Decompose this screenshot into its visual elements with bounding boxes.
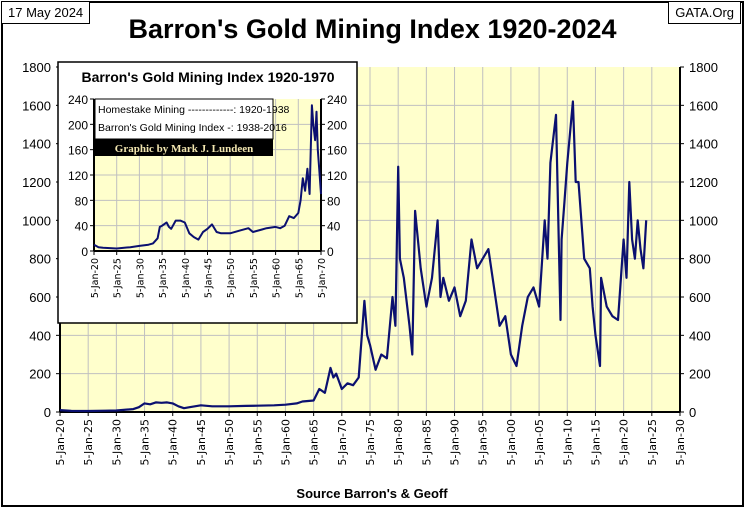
- inset-title: Barron's Gold Mining Index 1920-1970: [81, 69, 334, 85]
- main-x-tick-label: 5-Jan-30: [674, 419, 687, 466]
- main-x-tick-label: 5-Jan-30: [110, 419, 123, 466]
- site-label: GATA.Org: [668, 1, 741, 24]
- inset-x-tick-label: 5-Jan-30: [135, 258, 146, 298]
- inset-y-tick-label-left: 160: [68, 144, 88, 158]
- inset-x-tick-label: 5-Jan-40: [181, 258, 192, 298]
- main-y-tick-label-right: 800: [689, 252, 711, 267]
- main-y-tick-label-left: 200: [29, 367, 51, 382]
- inset-x-tick-label: 5-Jan-55: [249, 258, 260, 298]
- main-x-tick-label: 5-Jan-15: [589, 419, 602, 466]
- main-x-tick-label: 5-Jan-60: [279, 419, 292, 466]
- main-y-tick-label-right: 400: [689, 328, 711, 343]
- inset-x-tick-label: 5-Jan-70: [317, 258, 328, 298]
- main-index-line: [59, 100, 648, 413]
- main-x-tick-label: 5-Jan-00: [505, 419, 518, 466]
- inset-y-tick-label-left: 80: [75, 194, 89, 208]
- main-x-tick-label: 5-Jan-40: [167, 419, 180, 466]
- main-x-tick-label: 5-Jan-25: [646, 419, 659, 466]
- main-x-tick-label: 5-Jan-75: [364, 419, 377, 466]
- chart-title: Barron's Gold Mining Index 1920-2024: [128, 14, 617, 44]
- main-y-tick-label-left: 400: [29, 328, 51, 343]
- main-x-tick-label: 5-Jan-25: [82, 419, 95, 466]
- inset-y-tick-label-right: 0: [327, 245, 334, 259]
- main-y-tick-label-right: 1400: [689, 137, 718, 152]
- main-y-tick-label-right: 1600: [689, 98, 718, 113]
- main-x-tick-label: 5-Jan-55: [251, 419, 264, 466]
- main-y-tick-label-left: 1600: [22, 98, 51, 113]
- main-y-tick-label-left: 800: [29, 252, 51, 267]
- main-x-tick-label: 5-Jan-20: [618, 419, 631, 466]
- main-x-tick-label: 5-Jan-80: [392, 419, 405, 466]
- main-x-tick-label: 5-Jan-45: [195, 419, 208, 466]
- main-y-tick-label-right: 0: [689, 405, 696, 420]
- main-y-tick-label-right: 1800: [689, 60, 718, 75]
- x-axis-title: Source Barron's & Geoff: [296, 486, 448, 501]
- inset-x-tick-label: 5-Jan-25: [113, 258, 124, 298]
- main-y-tick-label-right: 1200: [689, 175, 718, 190]
- inset-y-tick-label-right: 40: [327, 220, 341, 234]
- inset-y-tick-label-left: 200: [68, 118, 88, 132]
- main-x-tick-label: 5-Jan-65: [308, 419, 321, 466]
- inset-x-tick-label: 5-Jan-65: [294, 258, 305, 298]
- inset-x-tick-label: 5-Jan-20: [90, 258, 101, 298]
- inset-credit-banner: [95, 139, 273, 156]
- inset-y-tick-label-left: 120: [68, 169, 88, 183]
- inset-index-line: [93, 104, 322, 250]
- main-y-tick-label-left: 1000: [22, 213, 51, 228]
- main-y-tick-label-right: 600: [689, 290, 711, 305]
- inset-x-tick-label: 5-Jan-60: [272, 258, 283, 298]
- main-x-tick-label: 5-Jan-10: [561, 419, 574, 466]
- main-x-tick-label: 5-Jan-20: [54, 419, 67, 466]
- main-y-tick-label-left: 600: [29, 290, 51, 305]
- main-y-tick-label-left: 0: [44, 405, 51, 420]
- inset-y-tick-label-left: 240: [68, 93, 88, 107]
- inset-y-tick-label-left: 40: [75, 220, 89, 234]
- inset-y-tick-label-right: 200: [327, 118, 347, 132]
- main-y-tick-label-left: 1400: [22, 137, 51, 152]
- inset-y-tick-label-right: 160: [327, 144, 347, 158]
- inset-credit: Graphic by Mark J. Lundeen: [115, 143, 253, 155]
- inset-x-tick-label: 5-Jan-50: [226, 258, 237, 298]
- inset-y-tick-label-left: 0: [81, 245, 88, 259]
- main-x-tick-label: 5-Jan-95: [477, 419, 490, 466]
- main-y-tick-label-right: 1000: [689, 213, 718, 228]
- main-x-tick-label: 5-Jan-35: [139, 419, 152, 466]
- main-x-tick-label: 5-Jan-70: [336, 419, 349, 466]
- main-x-tick-label: 5-Jan-90: [449, 419, 462, 466]
- inset-x-tick-label: 5-Jan-45: [204, 258, 215, 298]
- inset-legend-homestake: Homestake Mining -------------: 1920-193…: [98, 104, 290, 116]
- inset-y-tick-label-right: 240: [327, 93, 347, 107]
- inset-y-tick-label-right: 120: [327, 169, 347, 183]
- main-y-tick-label-left: 1200: [22, 175, 51, 190]
- inset-x-tick-label: 5-Jan-35: [158, 258, 169, 298]
- inset-legend-barrons: Barron's Gold Mining Index -: 1938-2016: [98, 122, 287, 134]
- main-x-tick-label: 5-Jan-50: [223, 419, 236, 466]
- inset-y-tick-label-right: 80: [327, 194, 341, 208]
- main-x-tick-label: 5-Jan-05: [533, 419, 546, 466]
- main-x-tick-label: 5-Jan-85: [420, 419, 433, 466]
- main-y-tick-label-right: 200: [689, 367, 711, 382]
- main-y-tick-label-left: 1800: [22, 60, 51, 75]
- date-label: 17 May 2024: [1, 1, 91, 24]
